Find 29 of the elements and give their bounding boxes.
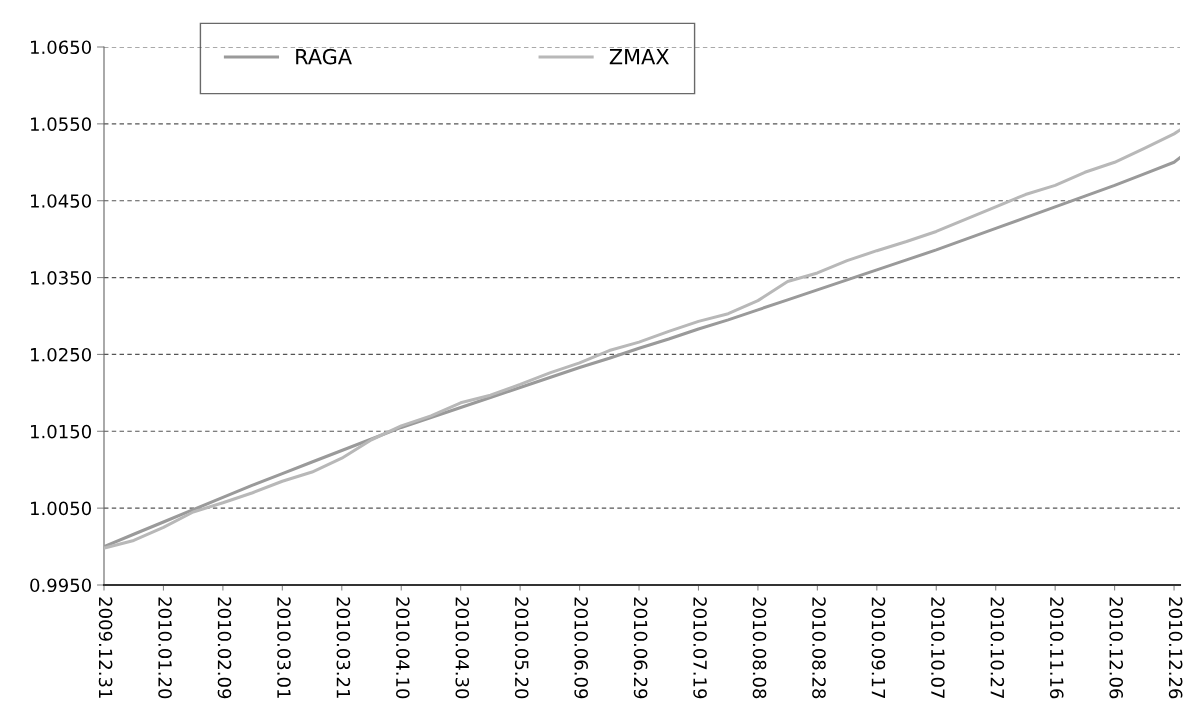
legend-label: RAGA (296, 48, 352, 65)
y-tick-label: 1.0450 (31, 194, 91, 208)
x-tick-label: 2010.06.29 (633, 597, 648, 699)
x-tick-label: 2010.08.08 (752, 597, 767, 699)
y-tick-label: 1.0350 (31, 271, 91, 285)
x-tick-label: 2010.04.10 (396, 597, 410, 699)
x-tick-label: 2010.03.21 (336, 597, 351, 698)
x-tick-label: 2010.06.09 (574, 597, 588, 699)
y-tick-label: 1.0050 (31, 501, 91, 516)
legend-label: ZMAX (609, 49, 669, 65)
x-tick-label: 2010.10.27 (990, 597, 1005, 698)
x-tick-label: 2010.09.17 (871, 597, 886, 698)
x-tick-label: 2010.07.19 (693, 597, 707, 699)
x-tick-label: 2010.10.07 (931, 597, 945, 698)
x-tick-label: 2010.04.30 (455, 597, 470, 699)
x-tick-label: 2010.11.16 (1049, 597, 1064, 699)
y-tick-label: 1.0650 (31, 40, 91, 55)
y-tick-label: 1.0550 (31, 117, 91, 131)
x-tick-label: 2010.08.28 (812, 597, 826, 699)
x-tick-label: 2010.05.20 (514, 597, 529, 699)
x-tick-label: 2010.12.06 (1109, 597, 1124, 699)
x-tick-label: 2010.03.01 (277, 597, 291, 698)
x-tick-label: 2010.01.20 (158, 597, 172, 699)
x-tick-label: 2010.02.09 (217, 597, 232, 699)
x-tick-label: 2009.12.31 (98, 597, 113, 698)
y-tick-label: 1.0250 (31, 347, 91, 362)
x-tick-label: 2010.12.26 (1168, 597, 1183, 699)
y-tick-label: 0.9950 (30, 578, 91, 593)
y-tick-label: 1.0150 (31, 424, 91, 439)
